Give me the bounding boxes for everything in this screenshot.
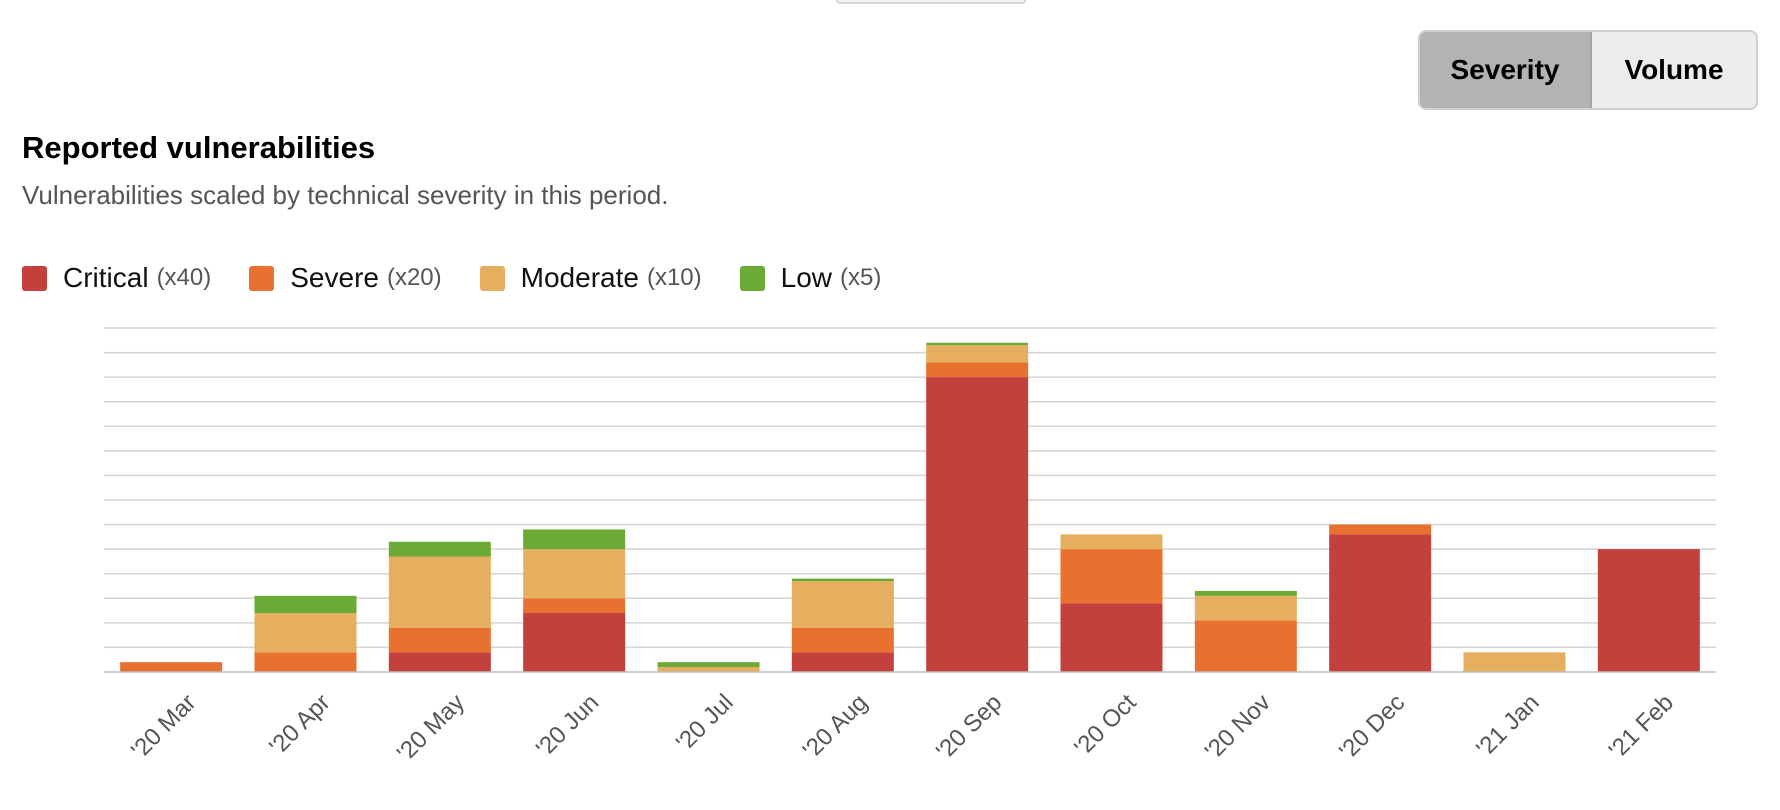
bar-segment-low (1194, 590, 1297, 596)
legend-multiplier-critical: (x40) (156, 264, 212, 291)
bar-segment-critical (926, 377, 1029, 672)
bar-segment-severe (926, 362, 1029, 378)
legend-multiplier-moderate: (x10) (646, 264, 702, 291)
bar-segment-severe (254, 652, 357, 672)
top-tab-handle[interactable] (836, 0, 1026, 4)
legend-item-critical: Critical (x40) (22, 262, 211, 294)
bar-segment-moderate (1060, 534, 1163, 550)
bar-segment-severe (1060, 549, 1163, 604)
legend-item-low: Low (x5) (739, 262, 882, 294)
metric-toggle: Severity Volume (1418, 30, 1758, 110)
bar-segment-severe (120, 662, 223, 672)
x-tick-label: '20 Mar (126, 689, 201, 764)
bar-segment-moderate (926, 345, 1029, 363)
x-tick-label: '21 Feb (1604, 689, 1679, 764)
bar-segment-moderate (1194, 595, 1297, 621)
legend-swatch-critical (22, 265, 47, 291)
x-tick-label: '20 Jul (671, 689, 739, 757)
legend-swatch-moderate (479, 265, 505, 291)
bar-segment-critical (523, 613, 626, 672)
bar-segment-moderate (1463, 652, 1566, 672)
bar-segment-moderate (254, 613, 357, 653)
severity-toggle-button[interactable]: Severity (1420, 32, 1592, 108)
bar-segment-severe (791, 627, 894, 653)
legend-label-critical: Critical (63, 262, 149, 293)
x-tick-label: '20 Jun (531, 689, 604, 762)
chart-legend: Critical (x40) Severe (x20) Moderate (x1… (22, 262, 919, 294)
bar-segment-severe (388, 627, 491, 653)
bar-segment-severe (1329, 524, 1432, 535)
bar-segment-low (388, 541, 491, 557)
x-tick-label: '20 Sep (931, 689, 1007, 765)
x-tick-label: '20 May (392, 689, 470, 767)
bar-segment-moderate (388, 556, 491, 628)
x-tick-label: '20 Dec (1334, 689, 1410, 765)
x-tick-label: '20 Aug (798, 689, 873, 764)
bar-segment-low (791, 578, 894, 582)
x-tick-label: '20 Apr (264, 689, 335, 760)
legend-label-severe: Severe (290, 262, 379, 293)
chart-title: Reported vulnerabilities (22, 130, 376, 165)
x-tick-label: '20 Nov (1200, 689, 1276, 765)
bar-segment-low (254, 595, 357, 614)
bar-segment-critical (388, 652, 491, 672)
legend-multiplier-low: (x5) (840, 264, 882, 291)
bar-segment-moderate (523, 549, 626, 599)
legend-swatch-low (739, 265, 765, 291)
bar-segment-moderate (791, 581, 894, 628)
bar-segment-critical (1329, 534, 1432, 672)
bar-segment-critical (791, 652, 894, 672)
legend-item-severe: Severe (x20) (249, 262, 442, 294)
bar-segment-severe (1194, 620, 1297, 672)
bar-segment-severe (523, 598, 626, 614)
legend-swatch-severe (249, 265, 275, 291)
legend-label-low: Low (780, 262, 833, 293)
bar-segment-critical (1060, 603, 1163, 672)
x-tick-label: '21 Jan (1471, 689, 1544, 762)
volume-toggle-button[interactable]: Volume (1592, 32, 1756, 108)
bar-segment-low (657, 662, 760, 668)
bar-segment-low (523, 529, 626, 550)
legend-multiplier-severe: (x20) (386, 264, 442, 291)
bar-segment-low (926, 342, 1029, 346)
legend-item-moderate: Moderate (x10) (479, 262, 702, 294)
bar-segment-moderate (657, 667, 760, 672)
legend-label-moderate: Moderate (520, 262, 639, 293)
chart-subtitle: Vulnerabilities scaled by technical seve… (22, 180, 669, 210)
x-tick-label: '20 Oct (1069, 689, 1142, 762)
bar-segment-critical (1597, 549, 1700, 672)
